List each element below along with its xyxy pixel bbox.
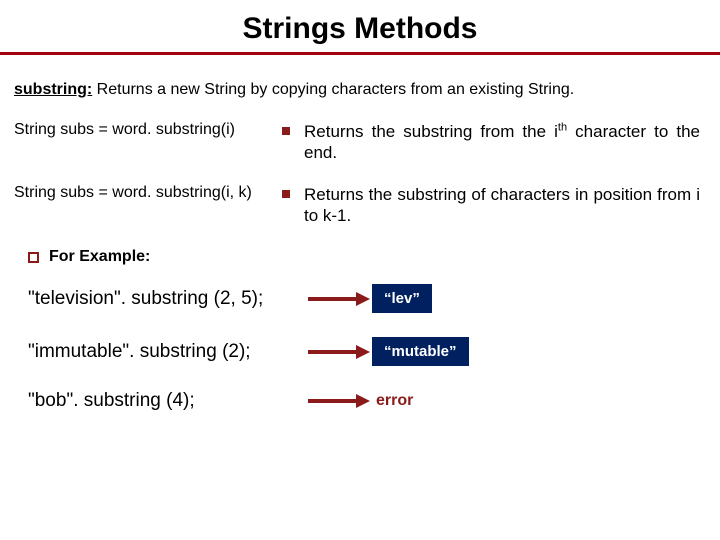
intro-rest: Returns a new String by copying characte… xyxy=(92,81,574,98)
example-row: "immutable". substring (2); “mutable” xyxy=(28,337,700,366)
desc-pre: Returns the substring from the i xyxy=(304,122,558,141)
method-row: String subs = word. substring(i) Returns… xyxy=(14,121,700,164)
example-result-error: error xyxy=(376,392,413,410)
for-example-heading: For Example: xyxy=(28,248,700,266)
example-call: "bob". substring (4); xyxy=(28,390,308,412)
method-signature: String subs = word. substring(i, k) xyxy=(14,184,282,202)
intro-paragraph: substring: Returns a new String by copyi… xyxy=(14,81,700,99)
example-row: "television". substring (2, 5); “lev” xyxy=(28,284,700,313)
title-underline xyxy=(0,52,720,55)
method-desc-wrap: Returns the substring of characters in p… xyxy=(282,184,700,227)
arrow-icon xyxy=(308,394,372,408)
square-bullet-icon xyxy=(282,127,290,135)
method-description: Returns the substring from the ith chara… xyxy=(304,121,700,164)
method-row: String subs = word. substring(i, k) Retu… xyxy=(14,184,700,227)
example-row: "bob". substring (4); error xyxy=(28,390,700,412)
content-area: substring: Returns a new String by copyi… xyxy=(0,81,720,412)
example-call: "television". substring (2, 5); xyxy=(28,288,308,310)
desc-sup: th xyxy=(558,121,567,133)
arrow-icon xyxy=(308,345,372,359)
example-result: “mutable” xyxy=(372,337,469,366)
method-description: Returns the substring of characters in p… xyxy=(304,184,700,227)
arrow-icon xyxy=(308,292,372,306)
method-signature: String subs = word. substring(i) xyxy=(14,121,282,139)
hollow-square-icon xyxy=(28,252,39,263)
desc-pre: Returns the substring of characters in p… xyxy=(304,185,700,225)
square-bullet-icon xyxy=(282,190,290,198)
slide-title: Strings Methods xyxy=(0,0,720,52)
for-example-label: For Example: xyxy=(49,248,150,266)
example-result: “lev” xyxy=(372,284,432,313)
method-desc-wrap: Returns the substring from the ith chara… xyxy=(282,121,700,164)
example-call: "immutable". substring (2); xyxy=(28,341,308,363)
intro-keyword: substring: xyxy=(14,81,92,98)
